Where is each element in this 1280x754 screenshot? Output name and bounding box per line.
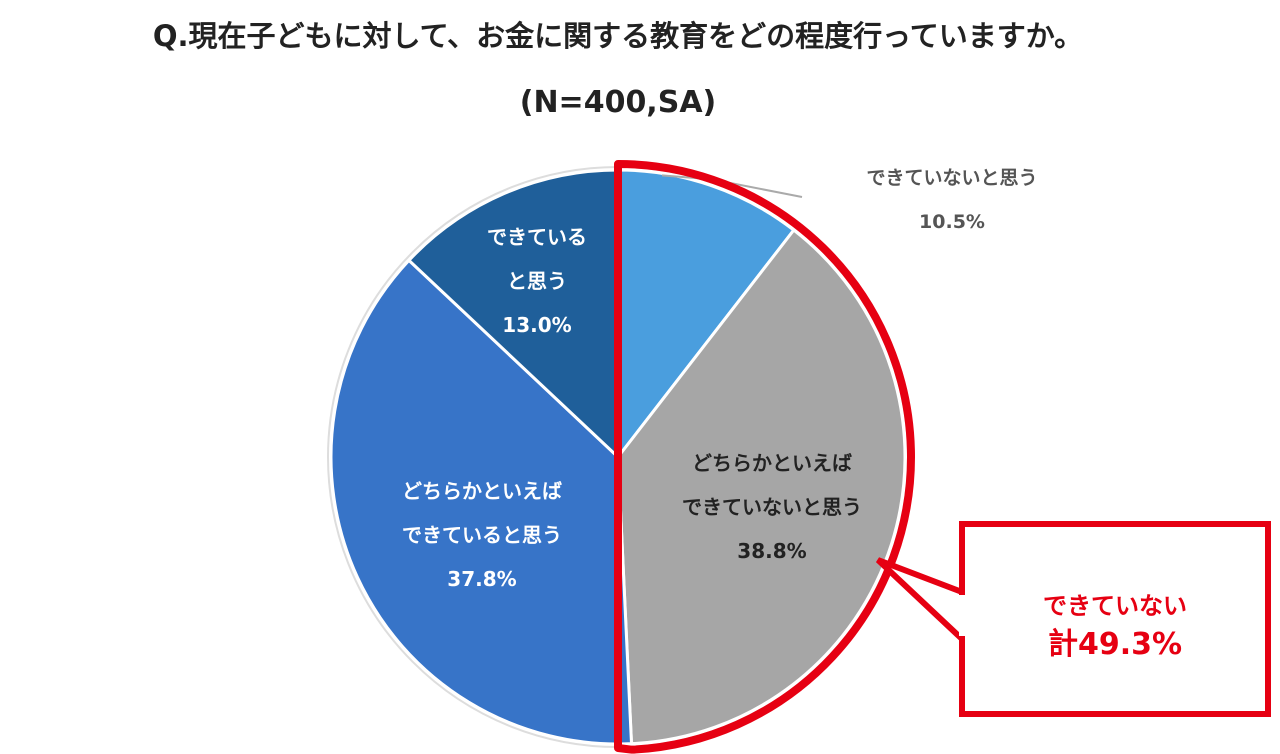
slice-value-label-3: 13.0%: [502, 313, 571, 337]
slice-label-2-line-1: できていると思う: [402, 523, 562, 547]
slice-value-label-1: 38.8%: [737, 539, 806, 563]
callout-box: [959, 521, 1271, 717]
slice-label-1-line-1: できていないと思う: [682, 495, 862, 519]
slice-label-0-line-0: できていないと思う: [866, 167, 1037, 189]
slice-value-label-2: 37.8%: [447, 567, 516, 591]
callout-total: 計49.3%: [1048, 627, 1182, 662]
slice-label-3-line-1: と思う: [507, 269, 567, 293]
callout-label: できていない: [1043, 592, 1187, 620]
slice-label-2-line-0: どちらかといえば: [402, 479, 562, 503]
pie-slice-1: [616, 228, 907, 746]
pie-slice-0: [616, 168, 796, 462]
highlight-outline-path: [614, 160, 915, 754]
chart-title: Q.現在子どもに対して、お金に関する教育をどの程度行っていますか。: [153, 19, 1083, 53]
slice-label-3-line-0: できている: [487, 225, 587, 249]
callout-joint: [959, 595, 968, 636]
pie-slices: [327, 166, 909, 748]
pie-slice-2: [329, 258, 634, 746]
slice-label-1-line-0: どちらかといえば: [692, 451, 852, 475]
pie-labels: できていないと思う10.5%どちらかといえばできていないと思う38.8%どちらか…: [402, 167, 1038, 591]
slice-value-label-0: 10.5%: [919, 211, 985, 233]
chart-subtitle: (N=400,SA): [520, 85, 717, 120]
callout-pointer: [875, 557, 965, 642]
highlight-outline: [614, 160, 915, 754]
pie-slice-3: [406, 168, 620, 461]
